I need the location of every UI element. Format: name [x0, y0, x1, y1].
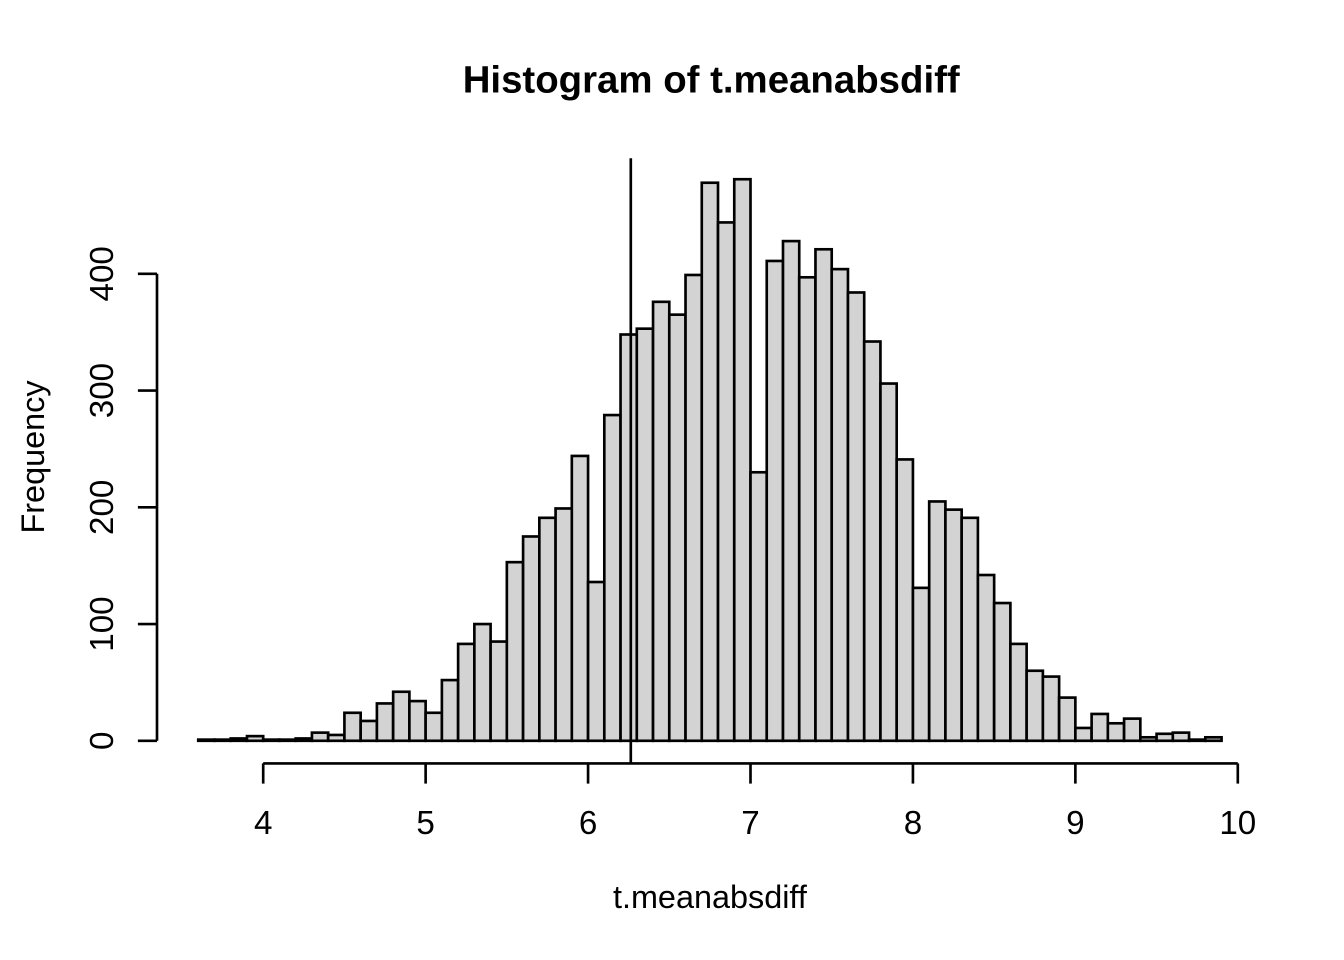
svg-text:9: 9 — [1066, 805, 1084, 842]
svg-text:Histogram of t.meanabsdiff: Histogram of t.meanabsdiff — [463, 59, 960, 102]
svg-text:4: 4 — [254, 805, 272, 842]
svg-text:300: 300 — [84, 363, 121, 418]
svg-text:7: 7 — [741, 805, 759, 842]
svg-text:8: 8 — [904, 805, 922, 842]
svg-text:Frequency: Frequency — [15, 380, 51, 534]
svg-text:5: 5 — [416, 805, 434, 842]
svg-text:10: 10 — [1219, 805, 1256, 842]
svg-text:200: 200 — [84, 480, 121, 535]
svg-text:400: 400 — [84, 246, 121, 301]
svg-text:t.meanabsdiff: t.meanabsdiff — [613, 879, 808, 915]
svg-text:6: 6 — [579, 805, 597, 842]
svg-text:100: 100 — [84, 596, 121, 651]
svg-text:0: 0 — [84, 732, 121, 750]
